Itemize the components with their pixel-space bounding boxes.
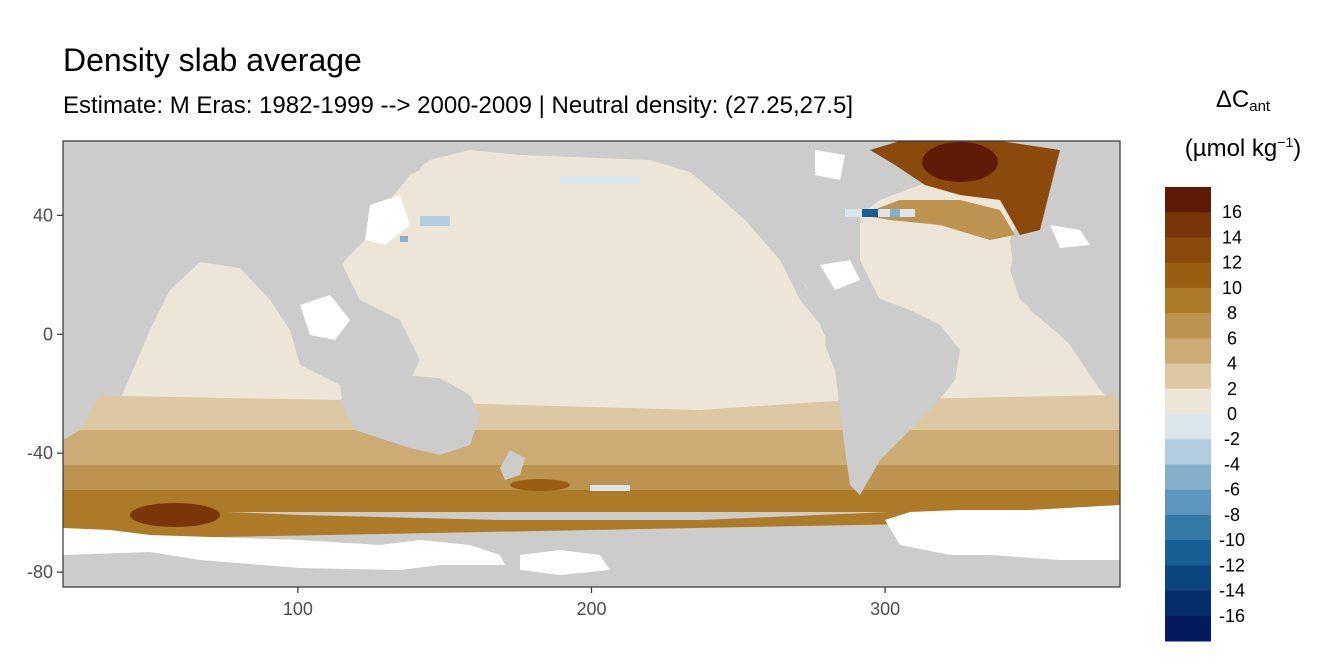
y-tick-label: -40: [27, 443, 53, 463]
nodata-patch-med: [1050, 225, 1090, 248]
legend-break-label: -4: [1224, 454, 1240, 474]
legend-break-label: -10: [1219, 530, 1245, 550]
legend-break-label: 0: [1227, 404, 1237, 424]
kuroshio-negative: [420, 216, 450, 226]
legend-break-label: 6: [1227, 328, 1237, 348]
legend-color-swatch: [1165, 212, 1211, 238]
legend-unit: (µmol kg−1): [1184, 134, 1302, 162]
legend-color-swatch: [1165, 590, 1211, 617]
nodata-ice-shelf-weddell: [885, 505, 1120, 560]
nodata-patch-hudson: [815, 150, 845, 180]
land-antarctica: [63, 515, 1120, 587]
legend-break-label: 14: [1222, 227, 1242, 247]
x-tick-label: 200: [576, 599, 606, 619]
kuroshio-negative-2: [400, 236, 408, 242]
gulf-stream-band: [845, 209, 915, 217]
southern-ocean-band-1: [63, 430, 1120, 470]
legend-color-swatch: [1165, 338, 1211, 365]
legend-color-swatch: [1165, 262, 1211, 289]
nodata-ice-shelf-ross: [520, 550, 610, 575]
legend-color-swatch: [1165, 414, 1211, 440]
southern-ocean-band-3: [63, 490, 1120, 512]
legend-break-label: -14: [1219, 581, 1245, 601]
legend-colorbar: 16 14 12 10 8 6 4 2 0 -2 -4 -6 -8 -10 -12 -14 -16: [1165, 187, 1245, 642]
x-tick-label: 300: [870, 599, 900, 619]
legend-break-label: -6: [1224, 480, 1240, 500]
legend-break-label: 8: [1227, 303, 1237, 323]
land-asia: [63, 141, 430, 330]
legend-color-swatch: [1165, 237, 1211, 264]
legend-color-swatch: [1165, 363, 1211, 390]
southern-ocean-patch: [510, 479, 570, 491]
y-tick-label: 40: [33, 205, 53, 225]
legend-color-swatch: [1165, 565, 1211, 592]
chart-title: Density slab average: [63, 42, 362, 78]
x-tick-label: 100: [283, 599, 313, 619]
legend-break-label: -16: [1219, 606, 1245, 626]
land-south-america: [825, 295, 960, 495]
legend-color-swatch: [1165, 514, 1211, 541]
legend-color-swatch: [1165, 615, 1211, 642]
legend-break-label: 4: [1227, 354, 1237, 374]
legend-break-label: 12: [1222, 253, 1242, 273]
nodata-patch-indonesia: [300, 295, 350, 340]
legend-color-swatch: [1165, 439, 1211, 465]
land-australia: [340, 375, 480, 455]
pacific-sector-negative: [590, 485, 630, 491]
legend-color-swatch: [1165, 187, 1211, 213]
north-atlantic-peak: [922, 142, 998, 182]
chart-subtitle: Estimate: M Eras: 1982-1999 --> 2000-200…: [63, 92, 854, 119]
legend-break-label: 16: [1222, 202, 1242, 222]
legend-color-swatch: [1165, 313, 1211, 339]
gulf-stream-negative-2: [890, 209, 900, 217]
legend-color-swatch: [1165, 489, 1211, 516]
southern-ocean-peak: [130, 503, 220, 527]
gulf-stream-negative: [862, 209, 878, 217]
nodata-patch-japan: [365, 195, 410, 245]
southern-ocean-band-4: [63, 500, 1120, 540]
land-africa: [63, 330, 140, 440]
nodata-patch-caribbean: [820, 260, 860, 290]
ocean-atlantic: [860, 165, 1120, 440]
map-panel: [63, 141, 1120, 587]
legend-color-swatch: [1165, 287, 1211, 314]
north-atlantic-high: [870, 141, 1060, 235]
legend-color-swatch: [1165, 388, 1211, 415]
legend-break-label: 2: [1227, 379, 1237, 399]
north-pacific-slight-negative: [560, 176, 640, 184]
land-new-zealand: [500, 450, 525, 480]
legend-symbol: ΔCant: [1215, 86, 1271, 115]
legend-break-label: -8: [1224, 505, 1240, 525]
legend-color-swatch: [1165, 540, 1211, 566]
legend-break-label: -2: [1224, 429, 1240, 449]
land-north-america: [650, 141, 880, 330]
y-tick-label: -80: [27, 562, 53, 582]
ocean-indian: [63, 262, 360, 440]
legend-color-swatch: [1165, 464, 1211, 491]
legend-break-label: 10: [1222, 278, 1242, 298]
y-tick-label: 0: [43, 324, 53, 344]
nodata-ice-shelf-west: [63, 528, 505, 570]
legend-break-label: -12: [1219, 555, 1245, 575]
